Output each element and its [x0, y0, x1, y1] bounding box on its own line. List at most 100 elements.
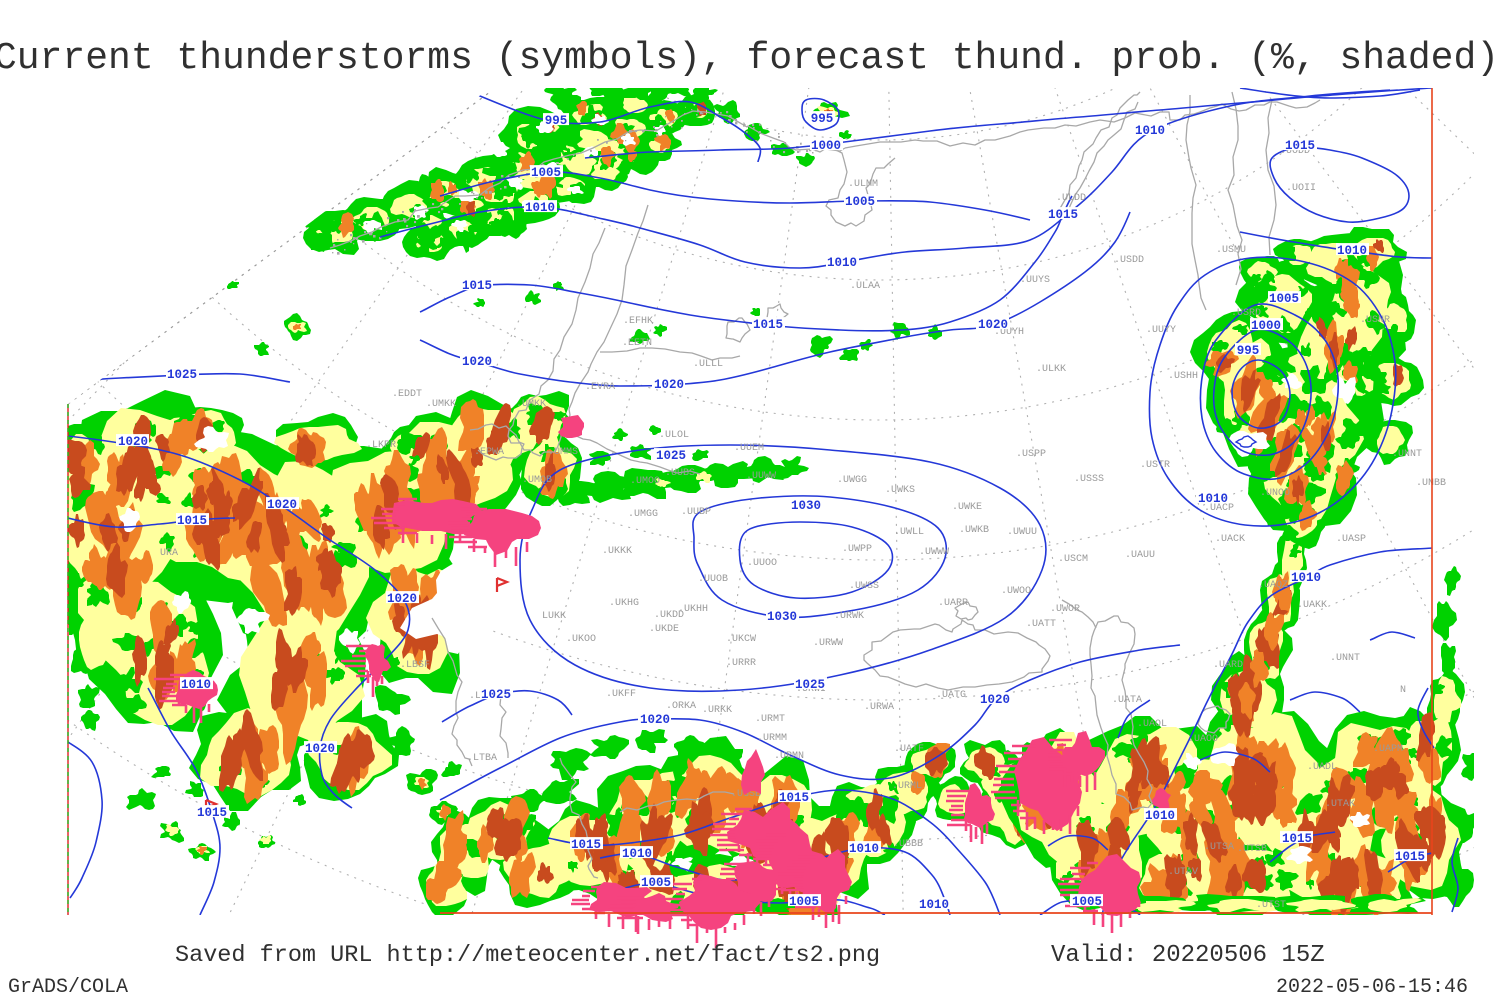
svg-text:1020: 1020	[305, 742, 335, 756]
svg-text:.UTAK: .UTAK	[1325, 799, 1355, 810]
svg-text:1010: 1010	[1135, 124, 1165, 138]
svg-text:.UAQZ: .UAQZ	[1258, 580, 1288, 591]
svg-text:.UTSA: .UTSA	[1204, 842, 1234, 853]
svg-text:.UUBP: .UUBP	[681, 507, 711, 518]
svg-text:.UASP: .UASP	[1336, 534, 1366, 545]
svg-text:.ULMM: .ULMM	[848, 179, 878, 190]
svg-text:.UACK: .UACK	[1215, 534, 1245, 545]
svg-text:1025: 1025	[795, 678, 825, 692]
svg-text:1000: 1000	[811, 139, 841, 153]
svg-text:.UATG: .UATG	[936, 690, 966, 701]
svg-text:.USSS: .USSS	[1074, 474, 1104, 485]
svg-text:.URWK: .URWK	[834, 611, 864, 622]
svg-text:1020: 1020	[462, 355, 492, 369]
svg-text:1015: 1015	[779, 791, 809, 805]
svg-text:995: 995	[1237, 344, 1260, 358]
svg-text:1010: 1010	[827, 256, 857, 270]
svg-text:1015: 1015	[177, 514, 207, 528]
svg-text:.USHH: .USHH	[1168, 371, 1198, 382]
svg-text:.ULDD: .ULDD	[1056, 193, 1086, 204]
svg-text:.UTSB: .UTSB	[1237, 844, 1267, 855]
svg-text:1010: 1010	[1337, 244, 1367, 258]
svg-text:.LTBA: .LTBA	[467, 753, 497, 764]
svg-text:.UWGG: .UWGG	[837, 475, 867, 486]
svg-text:1025: 1025	[481, 688, 511, 702]
svg-text:.ULAA: .ULAA	[850, 281, 880, 292]
svg-text:.USTR: .USTR	[1140, 460, 1170, 471]
svg-text:.LBSF: .LBSF	[400, 660, 430, 671]
svg-text:1020: 1020	[118, 435, 148, 449]
svg-text:1000: 1000	[1251, 319, 1281, 333]
svg-text:.UMQB: .UMQB	[522, 475, 552, 486]
svg-text:.LKPR: .LKPR	[366, 440, 396, 451]
svg-text:.UARD: .UARD	[1213, 660, 1243, 671]
svg-text:.URWW: .URWW	[813, 638, 843, 649]
svg-text:.EVRA: .EVRA	[585, 382, 615, 393]
svg-text:1015: 1015	[1048, 208, 1078, 222]
svg-text:.URWI: .URWI	[796, 684, 826, 695]
svg-text:.UUYY: .UUYY	[1146, 325, 1176, 336]
svg-text:.URRR: .URRR	[726, 658, 756, 669]
svg-text:1005: 1005	[641, 876, 671, 890]
svg-text:.ULLL: .ULLL	[693, 359, 723, 370]
svg-text:1020: 1020	[267, 498, 297, 512]
svg-text:1010: 1010	[1145, 809, 1175, 823]
svg-text:.ORKA: .ORKA	[666, 701, 696, 712]
svg-text:.URML: .URML	[892, 781, 922, 792]
svg-text:1030: 1030	[767, 610, 797, 624]
svg-text:1015: 1015	[1282, 832, 1312, 846]
svg-text:.USPP: .USPP	[1016, 449, 1046, 460]
svg-text:GrADS/COLA: GrADS/COLA	[8, 976, 128, 999]
svg-text:1010: 1010	[919, 898, 949, 912]
svg-text:1025: 1025	[656, 449, 686, 463]
svg-text:.USRD: .USRD	[1231, 308, 1261, 319]
svg-text:.UKDE: .UKDE	[649, 624, 679, 635]
svg-text:.URKK: .URKK	[702, 705, 732, 716]
svg-text:1020: 1020	[640, 713, 670, 727]
svg-text:995: 995	[545, 114, 568, 128]
svg-text:.EPWA: .EPWA	[474, 447, 504, 458]
svg-text:1005: 1005	[531, 166, 561, 180]
svg-text:.UKOO: .UKOO	[566, 634, 596, 645]
svg-text:1010: 1010	[849, 842, 879, 856]
svg-text:.USNR: .USNR	[1360, 315, 1390, 326]
svg-text:.UBBB: .UBBB	[893, 839, 923, 850]
svg-text:1020: 1020	[978, 318, 1008, 332]
svg-text:.UMKK: .UMKK	[426, 399, 456, 410]
svg-text:URA: URA	[160, 548, 178, 559]
svg-text:.URMN: .URMN	[774, 751, 804, 762]
svg-text:Valid: 20220506 15Z: Valid: 20220506 15Z	[1051, 942, 1325, 969]
svg-text:.EETN: .EETN	[622, 338, 652, 349]
svg-text:.UADL: .UADL	[1307, 762, 1337, 773]
svg-text:.UNNT: .UNNT	[1330, 653, 1360, 664]
svg-text:.UUEM: .UUEM	[734, 443, 764, 454]
svg-text:.UAOL: .UAOL	[1137, 719, 1167, 730]
svg-text:.UTAV: .UTAV	[1168, 867, 1198, 878]
svg-text:.URWA: .URWA	[864, 702, 894, 713]
svg-text:.UAUU: .UAUU	[1125, 550, 1155, 561]
svg-text:.URMT: .URMT	[755, 714, 785, 725]
svg-text:.ULOL: .ULOL	[659, 430, 689, 441]
svg-text:.UUYS: .UUYS	[1020, 275, 1050, 286]
svg-text:.UATA: .UATA	[1112, 695, 1142, 706]
svg-text:.UWOR: .UWOR	[1050, 604, 1080, 615]
svg-text:1020: 1020	[980, 693, 1010, 707]
svg-text:.UKHG: .UKHG	[609, 598, 639, 609]
svg-text:.UMMS: .UMMS	[548, 447, 578, 458]
svg-text:.UWLL: .UWLL	[894, 527, 924, 538]
svg-text:995: 995	[811, 112, 834, 126]
svg-text:.UUOO: .UUOO	[747, 558, 777, 569]
svg-text:1010: 1010	[525, 201, 555, 215]
svg-text:.USCM: .USCM	[1058, 554, 1088, 565]
svg-text:.UWSS: .UWSS	[849, 581, 879, 592]
svg-text:1015: 1015	[462, 279, 492, 293]
svg-text:.URMM: .URMM	[757, 733, 787, 744]
svg-text:.ULKK: .ULKK	[1036, 364, 1066, 375]
svg-text:Saved from URL http://meteocen: Saved from URL http://meteocenter.net/fa…	[175, 942, 880, 969]
svg-text:.UODD: .UODD	[1280, 146, 1310, 157]
svg-text:1005: 1005	[845, 195, 875, 209]
svg-text:.UWKB: .UWKB	[959, 525, 989, 536]
svg-text:.UAKK: .UAKK	[1297, 600, 1327, 611]
svg-text:1010: 1010	[1198, 492, 1228, 506]
svg-text:.USDD: .USDD	[1114, 255, 1144, 266]
